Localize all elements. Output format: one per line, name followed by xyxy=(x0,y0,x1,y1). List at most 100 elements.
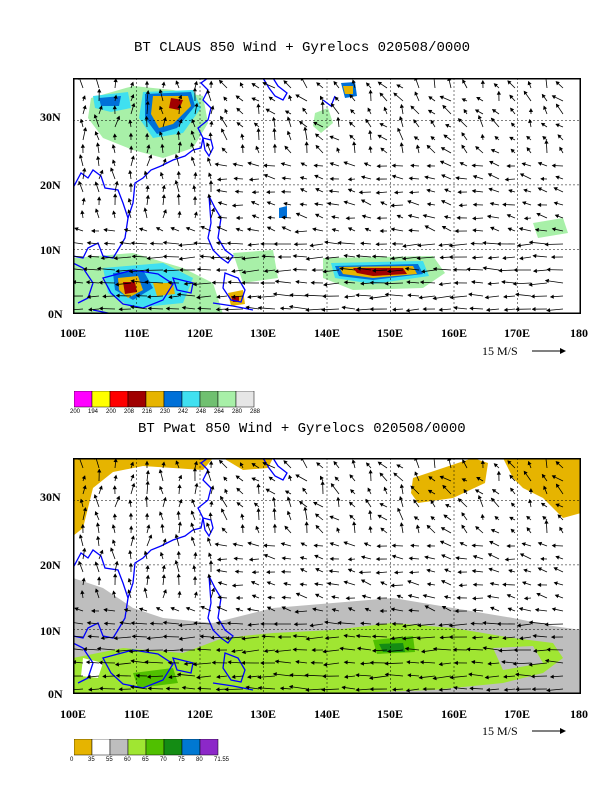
wind-vector-head xyxy=(128,499,133,504)
wind-vector-head xyxy=(220,115,224,121)
wind-vector-head xyxy=(347,568,353,573)
wind-vector-head xyxy=(239,462,244,467)
top-coastlines xyxy=(73,78,336,314)
wind-vector-head xyxy=(526,515,531,520)
wind-vector-head xyxy=(295,592,301,597)
wind-vector-head xyxy=(390,636,395,641)
wind-vector-head xyxy=(161,194,166,199)
wind-vector-head xyxy=(251,594,257,599)
wind-vector-head xyxy=(98,306,103,311)
wind-vector-head xyxy=(472,202,477,207)
wind-vector-head xyxy=(196,647,201,652)
wind-vector-head xyxy=(247,674,252,680)
bottom-xtick-100e: 100E xyxy=(60,707,87,721)
wind-vector-head xyxy=(551,475,557,480)
wind-vector-head xyxy=(531,307,536,312)
wind-vector-head xyxy=(313,163,318,168)
wind-vector-head xyxy=(344,674,349,679)
wind-vector-head xyxy=(516,623,521,628)
wind-vector-head xyxy=(220,495,224,501)
wind-vector-head xyxy=(397,127,402,132)
wind-vector-head xyxy=(452,647,457,652)
wind-vector-head xyxy=(408,608,413,613)
wind-vector-head xyxy=(176,292,181,297)
wind-vector-head xyxy=(298,120,304,125)
wind-vector-head xyxy=(98,485,103,490)
wind-vector-head xyxy=(161,81,166,86)
wind-vector-head xyxy=(336,527,341,532)
wind-vector-head xyxy=(419,660,424,665)
wind-vector-head xyxy=(241,280,246,285)
wind-vector-head xyxy=(361,214,366,219)
wind-vector-head xyxy=(112,133,118,138)
wind-vector-head xyxy=(341,305,346,310)
wind-vector-head xyxy=(214,162,219,167)
wind-vector-head xyxy=(127,589,132,594)
wind-vector-head xyxy=(347,607,353,612)
wind-vector-head xyxy=(292,633,297,639)
legend-swatch xyxy=(235,391,255,408)
wind-vector-head xyxy=(379,92,384,97)
wind-vector-head xyxy=(369,280,374,285)
wind-vector-head xyxy=(113,474,118,479)
legend-value: 80 xyxy=(196,757,203,763)
wind-vector-head xyxy=(175,460,180,465)
wind-vector-head xyxy=(216,188,221,193)
wind-vector-head xyxy=(81,197,86,202)
wind-vector-head xyxy=(343,541,348,546)
wind-vector xyxy=(73,268,84,271)
wind-vector-head xyxy=(176,193,181,198)
wind-vector-head xyxy=(128,132,134,137)
legend-swatch xyxy=(109,739,129,756)
wind-vector-head xyxy=(526,147,531,152)
legend-value: 280 xyxy=(232,409,243,415)
wind-vector-head xyxy=(218,79,224,85)
wind-vector-head xyxy=(284,525,289,530)
wind-vector-head xyxy=(319,475,324,481)
wind-vector-head xyxy=(352,521,357,526)
wind-vector-head xyxy=(274,269,279,274)
wind-vector-head xyxy=(476,476,481,481)
wind-vector-head xyxy=(422,593,427,599)
wind-vector-head xyxy=(496,470,501,475)
top-xtick-150e: 150E xyxy=(377,326,404,340)
wind-vector-head xyxy=(207,157,211,162)
wind-vector-head xyxy=(247,294,252,300)
wind-vector-head xyxy=(146,294,151,299)
wind-vector-head xyxy=(192,564,197,570)
wind-vector-head xyxy=(461,478,466,483)
wind-vector-head xyxy=(310,660,315,665)
wind-vector-head xyxy=(438,661,443,667)
top-ytick-20n: 20N xyxy=(40,178,61,192)
wind-vector-head xyxy=(255,145,260,151)
wind-vector-head xyxy=(384,672,389,677)
wind-vector-head xyxy=(503,294,508,299)
wind-vector-head xyxy=(554,594,560,599)
wind-vector-head xyxy=(240,513,245,518)
wind-vector-head xyxy=(355,673,360,678)
wind-vector-head xyxy=(544,278,550,284)
wind-vector-head xyxy=(267,595,272,600)
wind-vector-head xyxy=(283,581,288,587)
wind-vector-head xyxy=(523,188,528,193)
wind-vector-head xyxy=(534,607,539,613)
wind-vector-head xyxy=(207,537,211,542)
wind-vector-head xyxy=(78,180,83,186)
wind-vector-head xyxy=(100,635,105,641)
wind-vector-head xyxy=(97,468,102,473)
wind-vector-head xyxy=(496,241,501,247)
wind-vector-head xyxy=(469,686,474,691)
wind-vector-head xyxy=(541,93,546,99)
wind-vector-head xyxy=(194,102,199,107)
wind-vector-head xyxy=(555,483,560,488)
wind-vector-head xyxy=(513,647,518,653)
wind-vector-head xyxy=(281,176,286,181)
bottom-ytick-20n: 20N xyxy=(40,558,61,572)
wind-vector-head xyxy=(113,573,118,578)
wind-vector-head xyxy=(468,672,473,677)
wind-vector-head xyxy=(527,80,532,86)
wind-vector-head xyxy=(509,136,514,141)
wind-vector-head xyxy=(456,595,461,600)
wind-vector-head xyxy=(474,109,480,114)
wind-vector-head xyxy=(257,305,262,311)
